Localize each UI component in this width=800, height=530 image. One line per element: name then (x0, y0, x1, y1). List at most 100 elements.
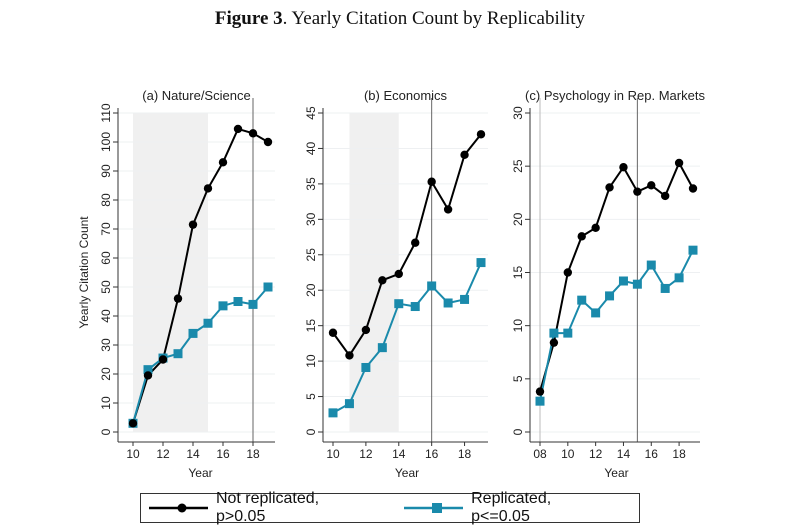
legend: Not replicated, p>0.05 Replicated, p<=0.… (140, 490, 640, 526)
panel-1: 0 10 20 30 40 50 60 70 80 90 100 110 10 12 14 16 18 Year Y… (77, 88, 275, 480)
data-point-not-replicated (158, 355, 168, 364)
data-point-replicated (563, 328, 573, 338)
panel-title: (a) Nature/Science (142, 88, 250, 103)
data-point-replicated (361, 362, 371, 372)
x-tick-label: 10 (561, 447, 575, 461)
data-point-replicated (377, 343, 387, 353)
x-axis-label: Year (188, 466, 212, 480)
data-point-replicated (443, 298, 453, 308)
data-point-not-replicated (248, 129, 258, 138)
data-point-replicated (248, 299, 258, 309)
data-point-replicated (591, 308, 601, 318)
data-point-not-replicated (378, 276, 387, 285)
data-point-replicated (328, 408, 338, 418)
data-point-not-replicated (549, 338, 559, 347)
x-tick-label: 14 (392, 447, 406, 461)
data-point-replicated (263, 282, 273, 292)
data-point-not-replicated (688, 184, 698, 193)
data-point-replicated (344, 399, 354, 409)
data-point-not-replicated (647, 181, 656, 190)
legend-item-replicated: Replicated, p<=0.05 (404, 490, 599, 526)
data-point-replicated (410, 302, 420, 312)
x-tick-label: 10 (126, 447, 140, 461)
data-point-not-replicated (128, 419, 138, 428)
data-point-replicated (660, 283, 670, 293)
x-tick-label: 12 (359, 447, 373, 461)
data-point-replicated (143, 365, 153, 375)
series-line-not-replicated (132, 127, 269, 424)
x-axis-label: Year (395, 466, 419, 480)
figure-caption: . Yearly Citation Count by Replicability (282, 8, 586, 29)
data-point-replicated (460, 294, 470, 304)
data-point-replicated (535, 396, 545, 406)
data-point-replicated (549, 328, 559, 338)
y-tick-label: 25 (304, 248, 318, 262)
y-tick-label: 10 (304, 354, 318, 368)
series-line-replicated (332, 262, 482, 414)
data-point-replicated (173, 349, 183, 359)
data-point-not-replicated (263, 137, 273, 147)
y-tick-label: 5 (304, 393, 318, 400)
data-point-replicated (476, 258, 486, 268)
x-tick-label: 18 (458, 447, 472, 461)
data-point-replicated (674, 273, 684, 283)
y-axis-label: Yearly Citation Count (77, 216, 91, 329)
y-tick-label: 15 (304, 319, 318, 333)
y-tick-label: 0 (304, 428, 318, 435)
data-point-not-replicated (427, 177, 436, 186)
data-point-not-replicated (443, 205, 453, 214)
data-point-replicated (427, 281, 437, 291)
data-point-not-replicated (674, 158, 684, 168)
data-point-replicated (577, 295, 587, 305)
data-point-not-replicated (460, 150, 469, 160)
y-tick-label: 110 (99, 103, 113, 122)
y-tick-label: 70 (99, 222, 113, 236)
y-tick-label: 30 (511, 106, 525, 120)
y-tick-label: 30 (99, 338, 113, 352)
y-tick-label: 10 (511, 319, 525, 333)
data-point-not-replicated (619, 163, 628, 172)
data-point-not-replicated (563, 268, 573, 277)
panel-title: (b) Economics (364, 88, 448, 103)
data-point-not-replicated (328, 328, 338, 337)
y-tick-label: 80 (99, 193, 113, 207)
y-tick-label: 35 (304, 177, 318, 191)
data-point-not-replicated (218, 158, 228, 167)
x-tick-label: 16 (425, 447, 439, 461)
data-point-not-replicated (660, 191, 670, 201)
x-tick-label: 12 (156, 447, 170, 461)
series-line-not-replicated (332, 133, 482, 358)
teal-square-line-icon (404, 503, 464, 513)
data-point-not-replicated (633, 187, 642, 196)
panel-3: 0 5 10 15 20 25 30 08 10 12 14 16 18 Year (c) Psycholo… (511, 88, 705, 480)
data-point-replicated (188, 328, 198, 338)
x-tick-label: 18 (246, 447, 260, 461)
data-point-not-replicated (535, 387, 545, 396)
data-point-replicated (394, 299, 404, 309)
y-tick-label: 10 (99, 396, 113, 410)
x-tick-label: 16 (216, 447, 230, 461)
y-tick-label: 60 (99, 251, 113, 265)
data-point-not-replicated (591, 223, 600, 233)
data-point-replicated (618, 276, 628, 286)
data-point-not-replicated (476, 130, 486, 139)
data-point-not-replicated (173, 294, 183, 303)
data-point-not-replicated (188, 220, 198, 229)
series-line-replicated (132, 286, 269, 424)
x-tick-label: 12 (589, 447, 603, 461)
y-tick-label: 45 (304, 106, 318, 120)
black-circle-line-icon (149, 503, 208, 513)
y-tick-label: 0 (99, 428, 113, 435)
x-tick-label: 14 (186, 447, 200, 461)
x-tick-label: 18 (672, 447, 686, 461)
x-tick-label: 14 (617, 447, 631, 461)
data-point-replicated (203, 318, 213, 328)
x-axis-label: Year (604, 466, 628, 480)
y-tick-label: 100 (99, 132, 113, 152)
data-point-replicated (605, 291, 615, 301)
figure-label: Figure 3 (214, 8, 283, 29)
legend-item-not-replicated: Not replicated, p>0.05 (149, 490, 356, 526)
data-point-not-replicated (345, 351, 354, 360)
